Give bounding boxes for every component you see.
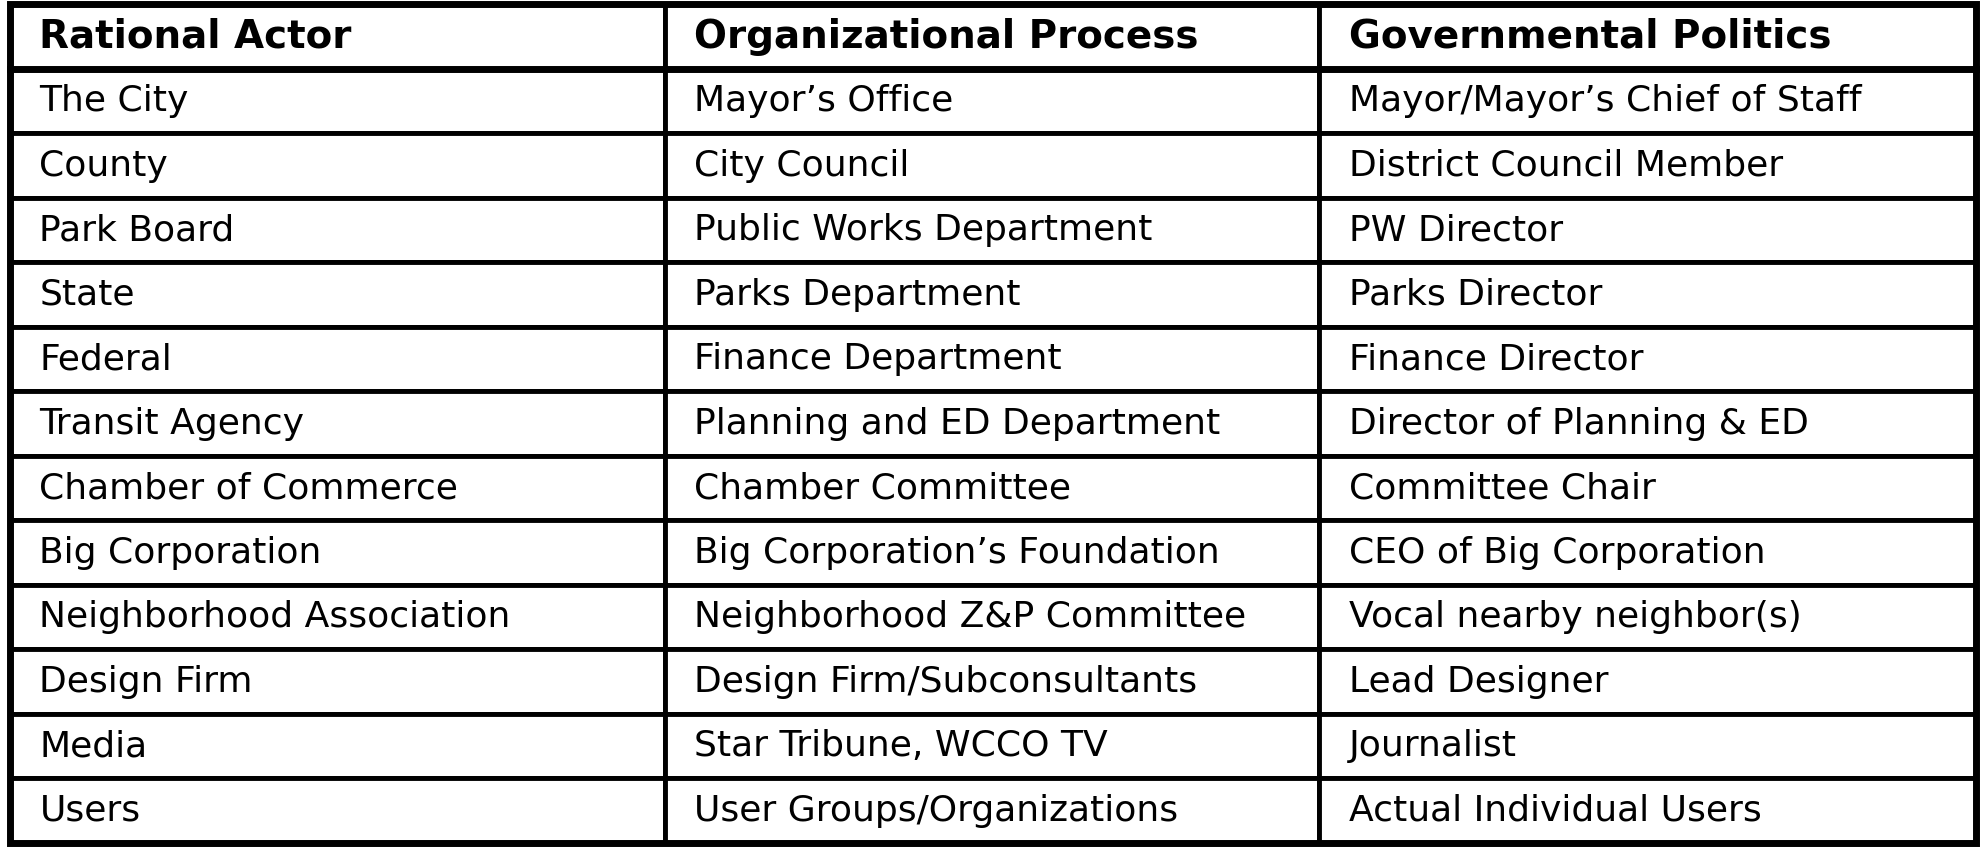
Text: Design Firm/Subconsultants: Design Firm/Subconsultants bbox=[695, 665, 1198, 699]
Text: Chamber Committee: Chamber Committee bbox=[695, 471, 1070, 505]
Text: Committee Chair: Committee Chair bbox=[1348, 471, 1656, 505]
Bar bbox=[665, 778, 1319, 843]
Text: Big Corporation: Big Corporation bbox=[40, 535, 322, 569]
Text: Park Board: Park Board bbox=[40, 213, 234, 247]
Text: County: County bbox=[40, 148, 169, 183]
Bar bbox=[10, 391, 665, 456]
Bar bbox=[10, 263, 665, 327]
Bar bbox=[1319, 714, 1976, 778]
Text: Journalist: Journalist bbox=[1348, 729, 1517, 763]
Text: State: State bbox=[40, 278, 135, 312]
Bar bbox=[1319, 650, 1976, 714]
Bar bbox=[665, 650, 1319, 714]
Text: Parks Department: Parks Department bbox=[695, 278, 1021, 312]
Bar bbox=[1319, 520, 1976, 584]
Text: Finance Director: Finance Director bbox=[1348, 342, 1642, 376]
Bar bbox=[665, 584, 1319, 650]
Text: Design Firm: Design Firm bbox=[40, 665, 252, 699]
Text: User Groups/Organizations: User Groups/Organizations bbox=[695, 794, 1178, 828]
Text: City Council: City Council bbox=[695, 148, 910, 183]
Text: Big Corporation’s Foundation: Big Corporation’s Foundation bbox=[695, 535, 1219, 569]
Text: Neighborhood Z&P Committee: Neighborhood Z&P Committee bbox=[695, 600, 1247, 634]
Text: Chamber of Commerce: Chamber of Commerce bbox=[40, 471, 459, 505]
Text: PW Director: PW Director bbox=[1348, 213, 1563, 247]
Bar bbox=[1319, 778, 1976, 843]
Text: Parks Director: Parks Director bbox=[1348, 278, 1603, 312]
Text: Mayor’s Office: Mayor’s Office bbox=[695, 84, 953, 118]
Bar bbox=[10, 650, 665, 714]
Text: Rational Actor: Rational Actor bbox=[40, 18, 352, 56]
Bar bbox=[665, 456, 1319, 520]
Text: Vocal nearby neighbor(s): Vocal nearby neighbor(s) bbox=[1348, 600, 1801, 634]
Bar bbox=[1319, 327, 1976, 391]
Bar bbox=[10, 133, 665, 198]
Bar bbox=[10, 456, 665, 520]
Bar bbox=[1319, 133, 1976, 198]
Bar bbox=[665, 198, 1319, 263]
Bar bbox=[1319, 198, 1976, 263]
Text: District Council Member: District Council Member bbox=[1348, 148, 1783, 183]
Text: Federal: Federal bbox=[40, 342, 173, 376]
Bar bbox=[665, 714, 1319, 778]
Bar bbox=[1319, 584, 1976, 650]
Bar bbox=[665, 133, 1319, 198]
Bar bbox=[10, 198, 665, 263]
Text: Neighborhood Association: Neighborhood Association bbox=[40, 600, 510, 634]
Bar bbox=[1319, 4, 1976, 69]
Text: Star Tribune, WCCO TV: Star Tribune, WCCO TV bbox=[695, 729, 1108, 763]
Text: Actual Individual Users: Actual Individual Users bbox=[1348, 794, 1762, 828]
Bar bbox=[1319, 391, 1976, 456]
Text: Mayor/Mayor’s Chief of Staff: Mayor/Mayor’s Chief of Staff bbox=[1348, 84, 1861, 118]
Text: Director of Planning & ED: Director of Planning & ED bbox=[1348, 407, 1809, 440]
Text: The City: The City bbox=[40, 84, 189, 118]
Text: Transit Agency: Transit Agency bbox=[40, 407, 304, 440]
Text: Users: Users bbox=[40, 794, 141, 828]
Bar bbox=[665, 263, 1319, 327]
Bar bbox=[665, 391, 1319, 456]
Text: Lead Designer: Lead Designer bbox=[1348, 665, 1609, 699]
Bar bbox=[1319, 456, 1976, 520]
Text: Media: Media bbox=[40, 729, 147, 763]
Bar bbox=[665, 69, 1319, 133]
Text: Organizational Process: Organizational Process bbox=[695, 18, 1200, 56]
Bar bbox=[10, 714, 665, 778]
Bar bbox=[10, 520, 665, 584]
Text: Planning and ED Department: Planning and ED Department bbox=[695, 407, 1219, 440]
Bar bbox=[665, 4, 1319, 69]
Text: CEO of Big Corporation: CEO of Big Corporation bbox=[1348, 535, 1766, 569]
Bar bbox=[10, 584, 665, 650]
Text: Public Works Department: Public Works Department bbox=[695, 213, 1152, 247]
Bar bbox=[1319, 69, 1976, 133]
Bar bbox=[10, 778, 665, 843]
Bar bbox=[665, 520, 1319, 584]
Bar bbox=[10, 4, 665, 69]
Bar bbox=[665, 327, 1319, 391]
Text: Finance Department: Finance Department bbox=[695, 342, 1063, 376]
Text: Governmental Politics: Governmental Politics bbox=[1348, 18, 1831, 56]
Bar bbox=[10, 327, 665, 391]
Bar bbox=[10, 69, 665, 133]
Bar bbox=[1319, 263, 1976, 327]
